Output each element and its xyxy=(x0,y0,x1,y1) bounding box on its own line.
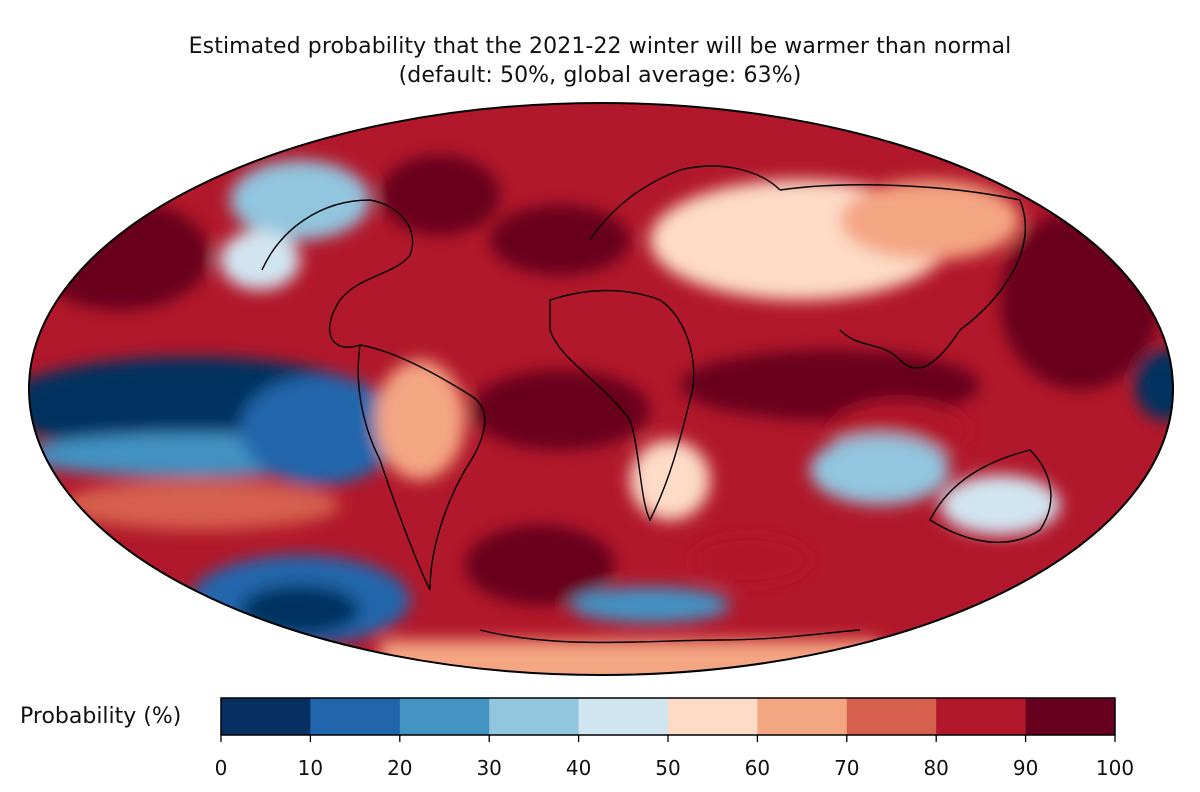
colorbar-segment-7 xyxy=(846,698,937,735)
colorbar-tick-label: 80 xyxy=(923,756,949,780)
colorbar-tick-label: 20 xyxy=(387,756,413,780)
south-atlantic-warm xyxy=(465,525,615,605)
colorbar-segment-3 xyxy=(489,698,580,735)
north-america-coast xyxy=(261,199,414,348)
map-outline xyxy=(28,102,1174,676)
chart-title: Estimated probability that the 2021-22 w… xyxy=(188,34,1012,59)
colorbar-segment-8 xyxy=(936,698,1027,735)
antarctica-coast xyxy=(479,629,861,644)
coastlines xyxy=(261,165,1052,644)
colorbar-segment-0 xyxy=(221,698,311,735)
colorbar-label: Probability (%) xyxy=(20,704,182,729)
colorbar-tick-label: 10 xyxy=(297,756,324,780)
colorbar-segment-1 xyxy=(310,698,401,735)
colorbar-segment-6 xyxy=(757,698,848,735)
south-america-coast xyxy=(359,344,486,591)
colorbar-tick-label: 0 xyxy=(214,756,228,780)
chart-subtitle: (default: 50%, global average: 63%) xyxy=(398,63,802,88)
colorbar-tick-label: 90 xyxy=(1012,756,1039,780)
colorbar-segment-9 xyxy=(1025,698,1116,735)
australia-coast xyxy=(929,449,1052,544)
africa-coast xyxy=(549,289,695,522)
colorbar-tick-label: 30 xyxy=(476,756,502,780)
colorbar-tick-label: 100 xyxy=(1095,756,1135,780)
colorbar-tick-label: 50 xyxy=(655,756,681,780)
colorbar-segment-4 xyxy=(578,698,669,735)
colorbar-segment-2 xyxy=(399,698,490,735)
colorbar-segment-5 xyxy=(668,698,758,735)
europe-coast xyxy=(589,165,781,241)
asia-coast xyxy=(779,184,1026,369)
colorbar-tick-label: 70 xyxy=(834,756,860,780)
colorbar-tick-label: 40 xyxy=(565,756,592,780)
colorbar-tick-label: 60 xyxy=(744,756,771,780)
